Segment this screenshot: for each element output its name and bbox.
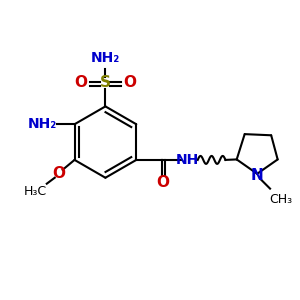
- Text: NH₂: NH₂: [28, 117, 57, 131]
- Text: O: O: [74, 75, 87, 90]
- Text: CH₃: CH₃: [269, 193, 292, 206]
- Text: O: O: [124, 75, 137, 90]
- Text: S: S: [100, 75, 111, 90]
- Text: NH: NH: [176, 153, 200, 167]
- Text: NH₂: NH₂: [91, 51, 120, 65]
- Text: H₃C: H₃C: [23, 185, 46, 198]
- Text: O: O: [157, 175, 169, 190]
- Text: O: O: [52, 166, 65, 181]
- Text: N: N: [251, 168, 264, 183]
